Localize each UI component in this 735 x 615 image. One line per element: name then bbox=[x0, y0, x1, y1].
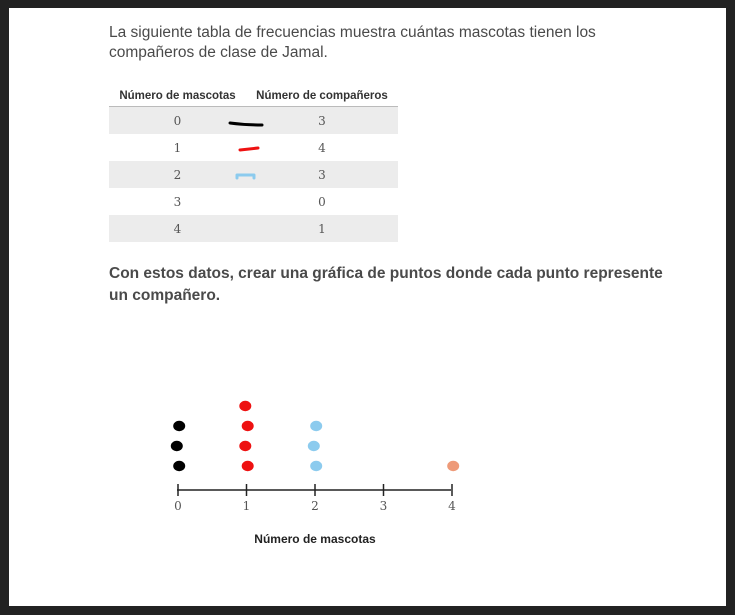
tick-label: 1 bbox=[243, 499, 251, 513]
tick-label: 2 bbox=[311, 499, 319, 513]
instruction-text: Con estos datos, crear una gráfica de pu… bbox=[109, 265, 663, 304]
plot-dot bbox=[173, 420, 186, 432]
plot-dot bbox=[447, 460, 460, 472]
plot-dot bbox=[239, 400, 252, 412]
cell-mascotas: 3 bbox=[173, 194, 182, 209]
tick-label: 0 bbox=[174, 499, 182, 513]
header-mascotas: Número de mascotas bbox=[109, 86, 246, 107]
x-axis-title: Número de mascotas bbox=[254, 532, 376, 546]
tick-label: 4 bbox=[448, 499, 456, 513]
plot-dot bbox=[241, 420, 254, 432]
cell-companeros: 3 bbox=[246, 161, 398, 188]
plot-dot bbox=[173, 460, 186, 472]
plot-dot bbox=[310, 460, 323, 472]
cell-mascotas: 1 bbox=[173, 140, 182, 155]
worksheet: La siguiente tabla de frecuencias muestr… bbox=[9, 8, 726, 606]
table-row: 3 0 bbox=[109, 188, 398, 215]
plot-dot bbox=[310, 420, 323, 432]
table-row: 1 4 bbox=[109, 134, 398, 161]
plot-dot bbox=[307, 440, 320, 452]
table-header-row: Número de mascotas Número de compañeros bbox=[109, 86, 398, 107]
cell-companeros: 0 bbox=[318, 194, 326, 209]
plot-dot bbox=[239, 440, 252, 452]
blue-ink-mark bbox=[235, 173, 256, 180]
table-row: 0 3 bbox=[109, 106, 398, 134]
tick-label: 3 bbox=[380, 499, 388, 513]
dot-plot: 0 1 2 3 4 Número de mascotas bbox=[170, 400, 460, 546]
cell-companeros: 4 bbox=[318, 140, 326, 155]
plot-dot bbox=[170, 440, 183, 452]
intro-text: La siguiente tabla de frecuencias muestr… bbox=[109, 24, 596, 61]
header-companeros: Número de compañeros bbox=[246, 86, 398, 107]
cell-mascotas: 4 bbox=[109, 215, 246, 242]
cell-mascotas: 2 bbox=[109, 161, 246, 188]
red-ink-mark bbox=[238, 146, 260, 152]
black-ink-mark bbox=[228, 121, 264, 127]
frequency-table: Número de mascotas Número de compañeros … bbox=[109, 86, 398, 242]
plot-dot bbox=[241, 460, 254, 472]
cell-companeros: 3 bbox=[246, 106, 398, 134]
table-row: 4 1 bbox=[109, 215, 398, 242]
table-row: 2 3 bbox=[109, 161, 398, 188]
cell-companeros: 1 bbox=[246, 215, 398, 242]
cell-mascotas: 0 bbox=[109, 106, 246, 134]
